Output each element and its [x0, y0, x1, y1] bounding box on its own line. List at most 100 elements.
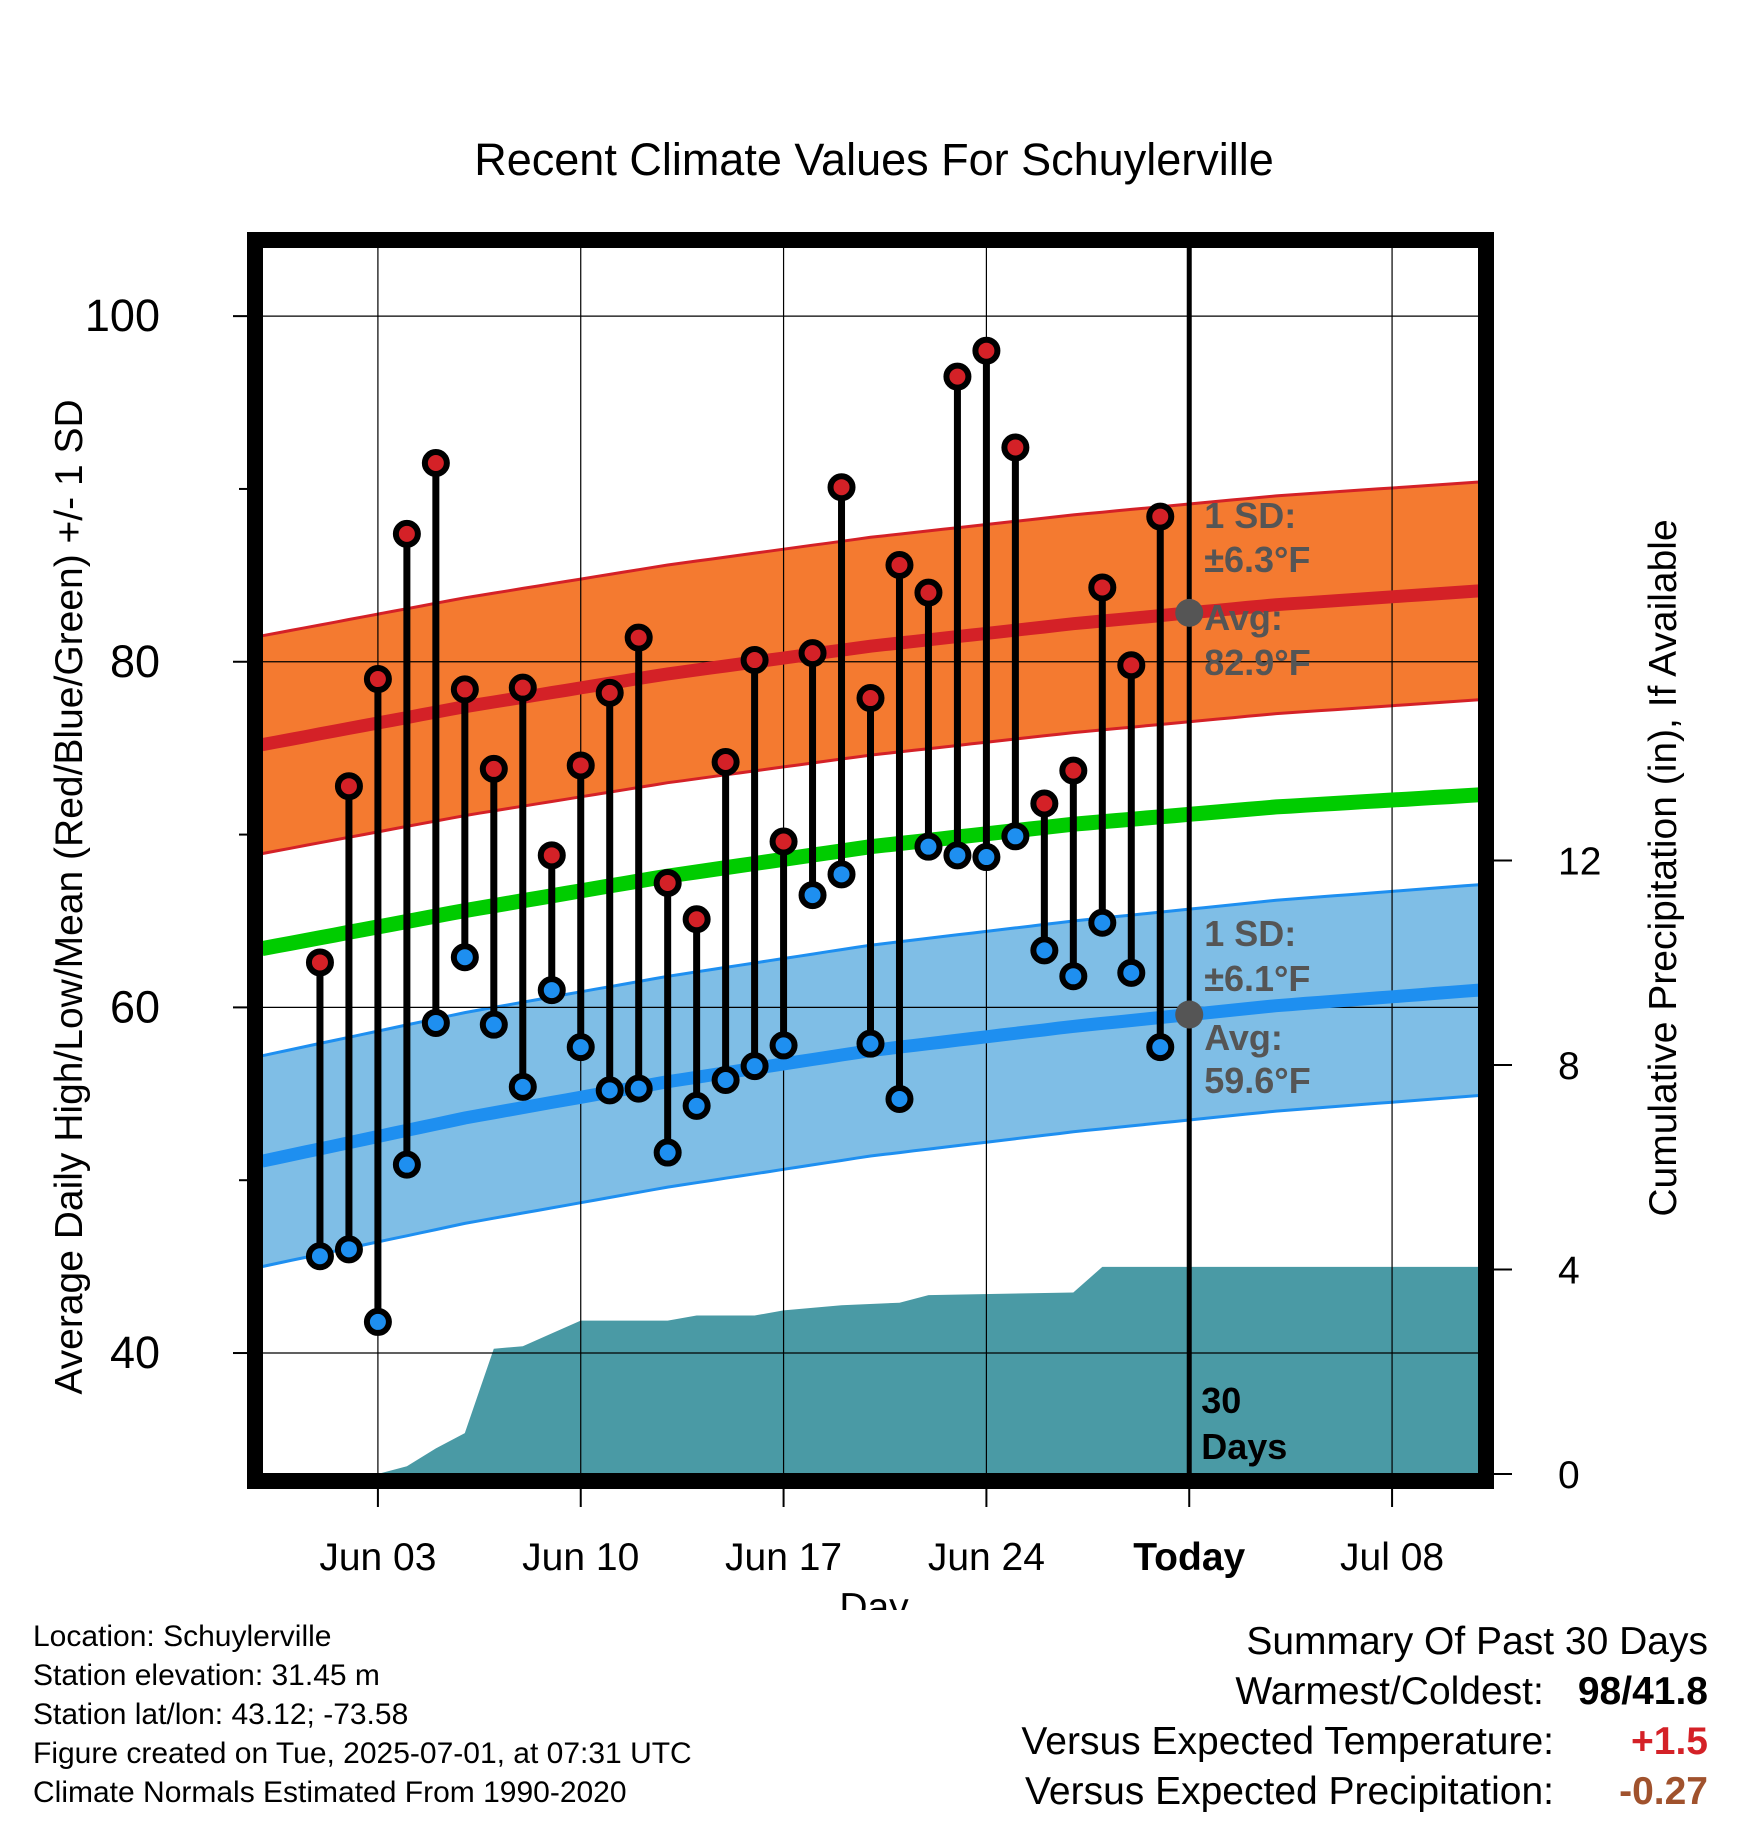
daily-high-point: [769, 827, 798, 856]
low-sd-band: [262, 884, 1479, 1267]
location-text: Location: Schuylerville: [33, 1620, 332, 1653]
y-tick-label: 40: [110, 1327, 160, 1378]
daily-high-point: [1059, 756, 1088, 785]
daily-high-point: [1088, 573, 1117, 602]
daily-high-point: [624, 623, 653, 652]
temp-row: Versus Expected Temperature: +1.5: [808, 1717, 1708, 1767]
daily-low-point: [856, 1029, 885, 1058]
warm-cold-label: Warmest/Coldest:: [1235, 1670, 1544, 1713]
high-sd-upper-line: [261, 480, 1480, 638]
daily-high-point: [450, 675, 479, 704]
warmest-value: 98: [1577, 1670, 1622, 1713]
daily-low-point: [305, 1242, 334, 1271]
daily-low-point: [914, 832, 943, 861]
y2-tick-label: 0: [1558, 1454, 1580, 1497]
temp-value: +1.5: [1631, 1720, 1708, 1763]
window-label: Days: [1201, 1426, 1287, 1467]
warm-cold-row: Warmest/Coldest: 98/41.8: [808, 1667, 1708, 1717]
precip-row: Versus Expected Precipitation: -0.27: [808, 1767, 1708, 1817]
coldest-value: /41.8: [1621, 1670, 1708, 1713]
y2-tick-label: 8: [1558, 1045, 1580, 1088]
high-sd-band: [262, 482, 1479, 854]
daily-low-point: [1030, 936, 1059, 965]
high-sd-value-annotation: ±6.3°F: [1204, 539, 1310, 580]
daily-high-point: [653, 868, 682, 897]
daily-high-point: [508, 673, 537, 702]
elevation-text: Station elevation: 31.45 m: [33, 1659, 380, 1692]
daily-high-point: [798, 639, 827, 668]
low-sd-annotation: 1 SD:: [1204, 913, 1296, 954]
daily-high-point: [1001, 433, 1030, 462]
daily-high-point: [711, 747, 740, 776]
daily-high-point: [479, 754, 508, 783]
daily-high-point: [566, 751, 595, 780]
daily-high-point: [914, 578, 943, 607]
daily-low-point: [943, 841, 972, 870]
daily-low-point: [421, 1008, 450, 1037]
daily-low-point: [1059, 962, 1088, 991]
summary-heading: Summary Of Past 30 Days: [808, 1617, 1708, 1667]
daily-low-point: [624, 1074, 653, 1103]
x-tick-label: Today: [1133, 1536, 1245, 1579]
x-tick-label: Jun 10: [522, 1536, 639, 1579]
daily-high-point: [682, 905, 711, 934]
daily-high-point: [1146, 502, 1175, 531]
x-tick-label: Jun 24: [928, 1536, 1045, 1579]
daily-high-point: [972, 336, 1001, 365]
chart-title: Recent Climate Values For Schuylerville: [474, 134, 1273, 185]
y-tick-label: 80: [110, 636, 160, 687]
daily-high-point: [740, 646, 769, 675]
low-avg-value-annotation: 59.6°F: [1204, 1060, 1310, 1101]
daily-high-point: [305, 948, 334, 977]
summary-panel: Summary Of Past 30 Days Warmest/Coldest:…: [808, 1617, 1708, 1817]
daily-high-point: [595, 678, 624, 707]
daily-high-point: [537, 841, 566, 870]
normals-text: Climate Normals Estimated From 1990-2020: [33, 1776, 627, 1809]
daily-high-point: [421, 449, 450, 478]
low-sd-lower-line: [261, 1094, 1480, 1269]
low-sd-value-annotation: ±6.1°F: [1204, 958, 1310, 999]
daily-low-point: [1146, 1033, 1175, 1062]
summary-heading-text: Summary Of Past 30 Days: [1246, 1620, 1708, 1663]
daily-low-point: [479, 1010, 508, 1039]
precip-label: Versus Expected Precipitation:: [1025, 1770, 1554, 1813]
today-high-avg-point: [1175, 598, 1204, 627]
station-info: Location: Schuylerville Station elevatio…: [33, 1617, 692, 1812]
daily-low-point: [769, 1031, 798, 1060]
daily-low-point: [508, 1072, 537, 1101]
low-avg-annotation: Avg:: [1204, 1017, 1283, 1058]
daily-high-point: [1030, 789, 1059, 818]
y2-axis-label: Cumulative Precipitation (in), If Availa…: [1642, 519, 1685, 1216]
daily-high-point: [827, 473, 856, 502]
y2-tick-label: 12: [1558, 841, 1601, 884]
precip-value: -0.27: [1619, 1770, 1708, 1813]
plot-frame: [247, 232, 1494, 1489]
created-text: Figure created on Tue, 2025-07-01, at 07…: [33, 1737, 692, 1770]
daily-low-point: [682, 1091, 711, 1120]
daily-low-point: [885, 1084, 914, 1113]
x-tick-label: Jul 08: [1340, 1536, 1444, 1579]
daily-low-point: [653, 1138, 682, 1167]
daily-low-point: [392, 1150, 421, 1179]
daily-low-point: [566, 1033, 595, 1062]
x-axis-label: Day: [839, 1586, 909, 1610]
daily-low-point: [1117, 958, 1146, 987]
daily-low-point: [972, 843, 1001, 872]
climate-chart: Recent Climate Values For Schuylerville …: [48, 134, 1685, 1610]
window-label: 30: [1201, 1380, 1241, 1421]
daily-low-point: [1001, 822, 1030, 851]
high-avg-annotation: Avg:: [1204, 597, 1283, 638]
daily-high-point: [392, 519, 421, 548]
y2-tick-label: 4: [1558, 1250, 1580, 1293]
daily-high-point: [885, 550, 914, 579]
daily-low-point: [740, 1052, 769, 1081]
daily-low-point: [334, 1235, 363, 1264]
high-sd-annotation: 1 SD:: [1204, 495, 1296, 536]
x-tick-label: Jun 17: [725, 1536, 842, 1579]
precip-area: [262, 1266, 1479, 1474]
daily-low-point: [595, 1076, 624, 1105]
daily-low-point: [1088, 908, 1117, 937]
daily-low-point: [711, 1065, 740, 1094]
axes: Jun 03 Jun 10 Jun 17 Jun 24 Today Jul 0840608…: [85, 232, 1601, 1579]
